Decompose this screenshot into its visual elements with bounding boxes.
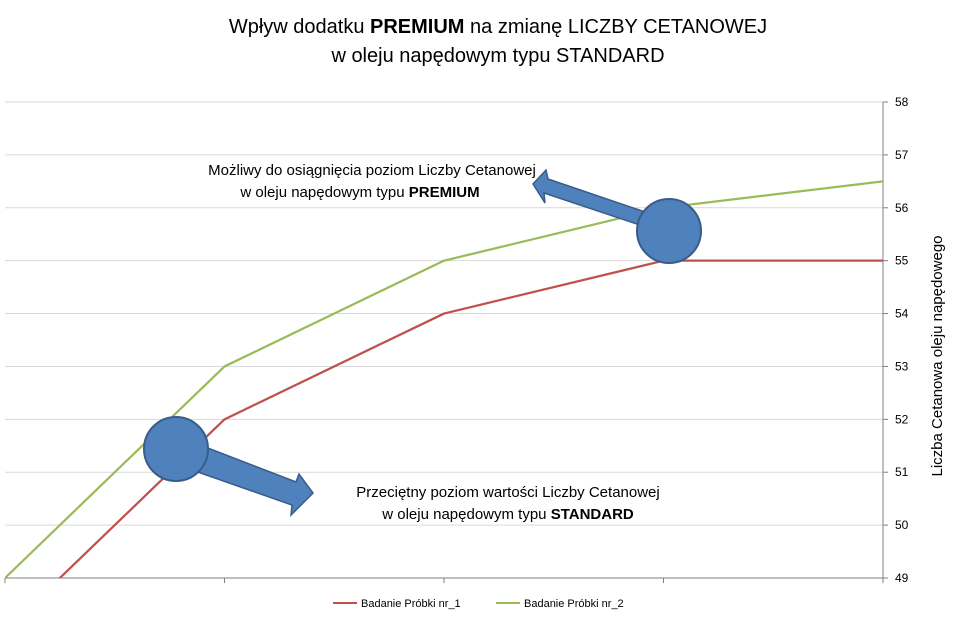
y-tick-label-52: 52 (895, 412, 909, 426)
y-tick-label-53: 53 (895, 359, 909, 373)
annotation-standard-line1: Przeciętny poziom wartości Liczby Cetano… (356, 484, 659, 501)
y-tick-labels: 49 50 51 52 53 54 55 56 57 58 (895, 95, 909, 585)
y-tick-label-50: 50 (895, 518, 909, 532)
series-line-1 (58, 259, 883, 578)
annotation-marker-premium (636, 198, 702, 264)
annotation-arrow-premium (532, 168, 652, 228)
chart-title-line1: Wpływ dodatku PREMIUM na zmianę LICZBY C… (229, 16, 767, 38)
y-tick-label-54: 54 (895, 307, 909, 321)
annotation-standard-line2: w oleju napędowym typu STANDARD (381, 506, 634, 523)
annotation-premium-line2: w oleju napędowym typu PREMIUM (239, 184, 479, 201)
y-tick-label-58: 58 (895, 95, 909, 109)
y-tick-label-49: 49 (895, 571, 909, 585)
y-tick-label-57: 57 (895, 148, 909, 162)
legend: Badanie Próbki nr_1 Badanie Próbki nr_2 (333, 598, 624, 610)
y-tick-label-56: 56 (895, 201, 909, 215)
legend-label-series-2: Badanie Próbki nr_2 (524, 598, 624, 610)
series-lines (5, 180, 883, 578)
legend-label-series-1: Badanie Próbki nr_1 (361, 598, 461, 610)
y-axis-label: Liczba Cetanowa oleju napędowego (929, 235, 946, 476)
y-tick-label-51: 51 (895, 465, 909, 479)
annotation-marker-standard (143, 416, 209, 482)
annotation-premium-line1: Możliwy do osiągnięcia poziom Liczby Cet… (208, 162, 536, 179)
annotation-arrow-standard (191, 444, 314, 518)
chart-title-line2: w oleju napędowym typu STANDARD (330, 45, 664, 67)
y-tick-label-55: 55 (895, 254, 909, 268)
